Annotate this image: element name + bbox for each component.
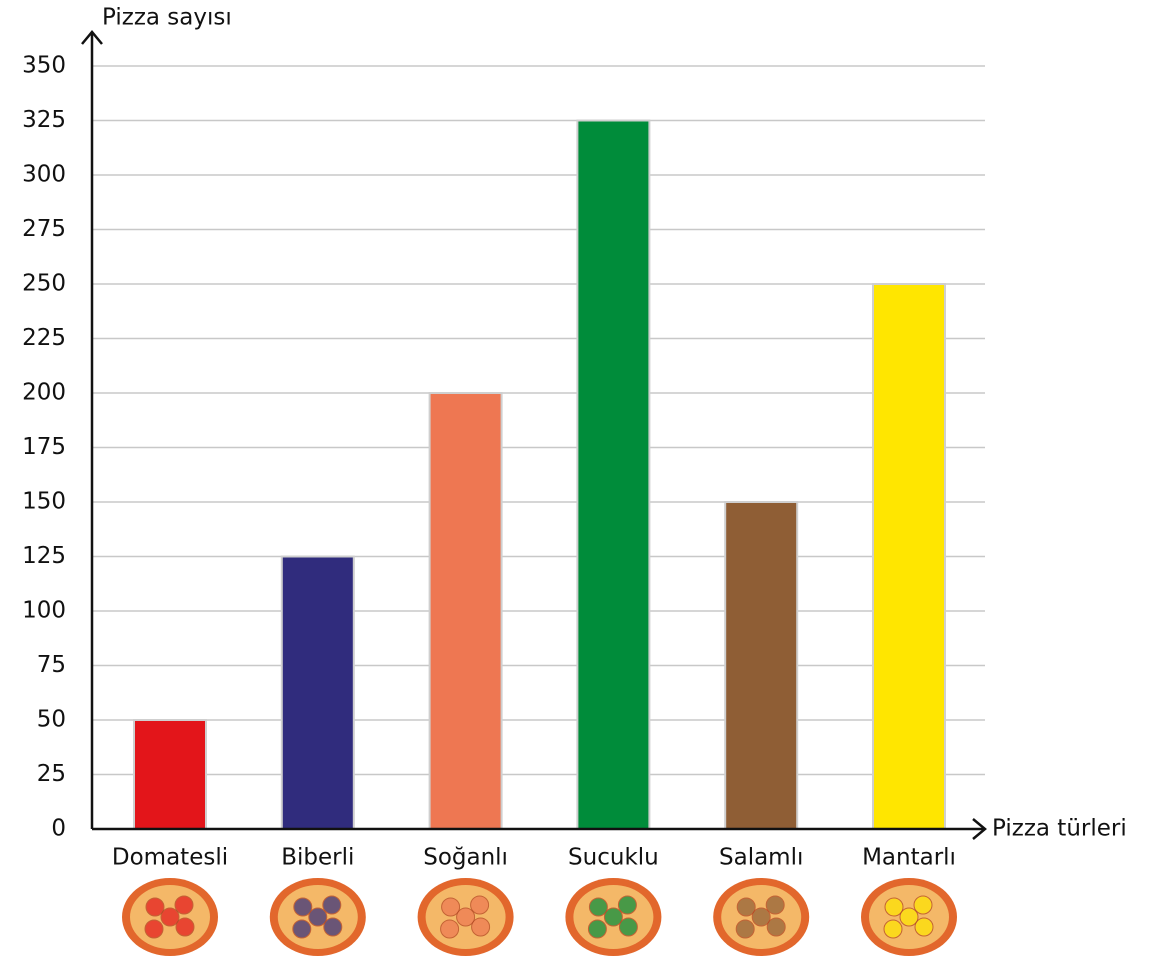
x-tick-label: Domatesli xyxy=(112,845,228,871)
pizza-topping xyxy=(292,919,312,939)
y-tick-label: 25 xyxy=(37,761,66,787)
y-tick-label: 275 xyxy=(22,216,66,242)
pizza-topping xyxy=(470,895,490,915)
y-tick-label: 325 xyxy=(22,107,66,133)
y-tick-label: 225 xyxy=(22,325,66,351)
pizza-topping xyxy=(736,897,756,917)
x-axis-arrow xyxy=(972,818,987,840)
pizza-topping xyxy=(308,907,328,927)
bar xyxy=(576,119,651,830)
pizza-topping xyxy=(766,917,786,937)
x-tick-label: Biberli xyxy=(281,845,354,871)
pizza-topping xyxy=(456,907,476,927)
bar xyxy=(280,555,355,830)
pizza-topping xyxy=(899,907,919,927)
y-tick-label: 175 xyxy=(22,434,66,460)
y-tick-label: 150 xyxy=(22,489,66,515)
pizza-topping xyxy=(160,907,180,927)
y-tick-label: 300 xyxy=(22,162,66,188)
pizza-topping xyxy=(603,907,623,927)
bar xyxy=(872,283,946,830)
x-tick-label: Sucuklu xyxy=(568,845,659,871)
x-tick-label: Soğanlı xyxy=(423,845,508,871)
pizza-topping xyxy=(735,919,755,939)
pizza-topping xyxy=(293,897,313,917)
x-axis-title: Pizza türleri xyxy=(992,816,1127,842)
pizza-topping xyxy=(751,907,771,927)
pizza-topping xyxy=(617,895,637,915)
x-tick-label: Mantarlı xyxy=(862,845,956,871)
pizza-topping xyxy=(913,895,933,915)
pizza-topping xyxy=(175,917,195,937)
y-tick-label: 250 xyxy=(22,271,66,297)
y-tick-label: 100 xyxy=(22,598,66,624)
bars xyxy=(133,119,946,830)
y-tick-label: 125 xyxy=(22,543,66,569)
bar xyxy=(428,392,503,830)
pizza-topping xyxy=(440,919,460,939)
y-tick-label: 350 xyxy=(22,53,66,79)
pizza-topping xyxy=(144,919,164,939)
x-tick-label: Salamlı xyxy=(719,845,803,871)
y-axis-title: Pizza sayısı xyxy=(102,5,232,31)
grid xyxy=(92,65,985,830)
pizza-topping xyxy=(618,917,638,937)
pizza-icon xyxy=(565,878,662,956)
pizza-topping xyxy=(914,917,934,937)
bar xyxy=(724,501,799,830)
y-tick-label: 50 xyxy=(37,707,66,733)
pizza-icon xyxy=(713,878,810,956)
pizza-topping xyxy=(441,897,461,917)
pizza-icon xyxy=(417,878,514,956)
pizza-topping xyxy=(471,917,491,937)
pizza-topping xyxy=(883,919,903,939)
pizza-topping xyxy=(765,895,785,915)
y-axis-arrow xyxy=(81,30,103,45)
pizza-icon xyxy=(122,878,218,956)
y-tick-label: 75 xyxy=(37,652,66,678)
pizza-topping xyxy=(174,895,194,915)
pizza-topping xyxy=(323,917,343,937)
pizza-topping xyxy=(588,897,608,917)
pizza-topping xyxy=(587,919,607,939)
pizza-topping xyxy=(322,895,342,915)
y-tick-label: 0 xyxy=(51,816,66,842)
pizza-topping xyxy=(884,897,904,917)
y-tick-label: 200 xyxy=(22,380,66,406)
bar xyxy=(133,719,207,830)
pizza-icon xyxy=(269,878,366,956)
pizza-topping xyxy=(145,897,165,917)
pizza-icon xyxy=(861,878,957,956)
